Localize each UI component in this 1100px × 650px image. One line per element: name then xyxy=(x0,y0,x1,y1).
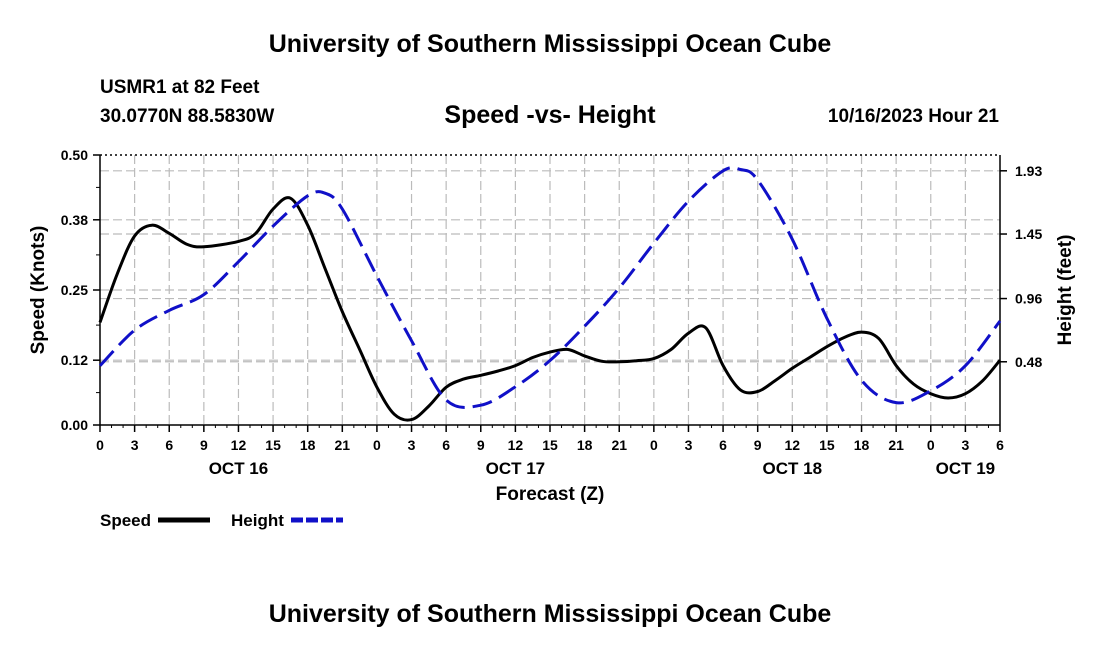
x-tick-label: 3 xyxy=(961,437,969,453)
x-axis-label: Forecast (Z) xyxy=(496,484,605,505)
x-tick-label: 18 xyxy=(854,437,870,453)
x-day-label: OCT 18 xyxy=(763,459,823,478)
datetime-label: 10/16/2023 Hour 21 xyxy=(827,106,999,127)
x-tick-label: 9 xyxy=(200,437,208,453)
x-tick-label: 12 xyxy=(508,437,524,453)
chart-subtitle: Speed -vs- Height xyxy=(444,101,656,129)
y-tick-label: 0.38 xyxy=(61,212,88,228)
page-title: University of Southern Mississippi Ocean… xyxy=(268,30,832,58)
x-tick-label: 15 xyxy=(542,437,558,453)
y-tick-label: 0.25 xyxy=(61,282,88,298)
x-tick-label: 15 xyxy=(265,437,281,453)
y-tick-label: 0.00 xyxy=(61,417,88,433)
x-tick-label: 0 xyxy=(927,437,935,453)
x-day-label: OCT 19 xyxy=(936,459,996,478)
footer-title: University of Southern Mississippi Ocean… xyxy=(268,600,832,628)
x-tick-label: 12 xyxy=(785,437,801,453)
series-line-speed xyxy=(98,196,1002,422)
x-tick-label: 9 xyxy=(477,437,485,453)
x-tick-label: 6 xyxy=(165,437,173,453)
station-label: USMR1 at 82 Feet xyxy=(100,77,260,98)
x-tick-label: 6 xyxy=(996,437,1004,453)
x-tick-label: 15 xyxy=(819,437,835,453)
x-tick-label: 0 xyxy=(650,437,658,453)
x-tick-label: 21 xyxy=(335,437,351,453)
y2-tick-label: 0.96 xyxy=(1015,291,1042,307)
x-day-label: OCT 17 xyxy=(486,459,546,478)
x-tick-label: 6 xyxy=(442,437,450,453)
x-tick-label: 12 xyxy=(231,437,247,453)
y2-axis-label: Height (feet) xyxy=(1055,235,1076,346)
y-tick-label: 0.12 xyxy=(61,352,88,368)
x-tick-label: 0 xyxy=(96,437,104,453)
y2-tick-label: 0.48 xyxy=(1015,354,1042,370)
x-tick-label: 6 xyxy=(719,437,727,453)
y-tick-label: 0.50 xyxy=(61,147,88,163)
y-axis-label: Speed (Knots) xyxy=(28,226,49,355)
legend-label-height: Height xyxy=(231,511,284,530)
y2-tick-label: 1.93 xyxy=(1015,163,1042,179)
x-tick-label: 18 xyxy=(300,437,316,453)
x-tick-label: 3 xyxy=(685,437,693,453)
x-tick-label: 9 xyxy=(754,437,762,453)
x-tick-label: 21 xyxy=(888,437,904,453)
x-tick-label: 0 xyxy=(373,437,381,453)
x-day-label: OCT 16 xyxy=(209,459,269,478)
x-tick-label: 3 xyxy=(408,437,416,453)
x-tick-label: 3 xyxy=(131,437,139,453)
x-tick-label: 21 xyxy=(611,437,627,453)
coordinates-label: 30.0770N 88.5830W xyxy=(100,106,275,127)
y2-tick-label: 1.45 xyxy=(1015,226,1042,242)
x-tick-label: 18 xyxy=(577,437,593,453)
series-line-height xyxy=(98,166,1002,409)
legend-label-speed: Speed xyxy=(100,511,151,530)
